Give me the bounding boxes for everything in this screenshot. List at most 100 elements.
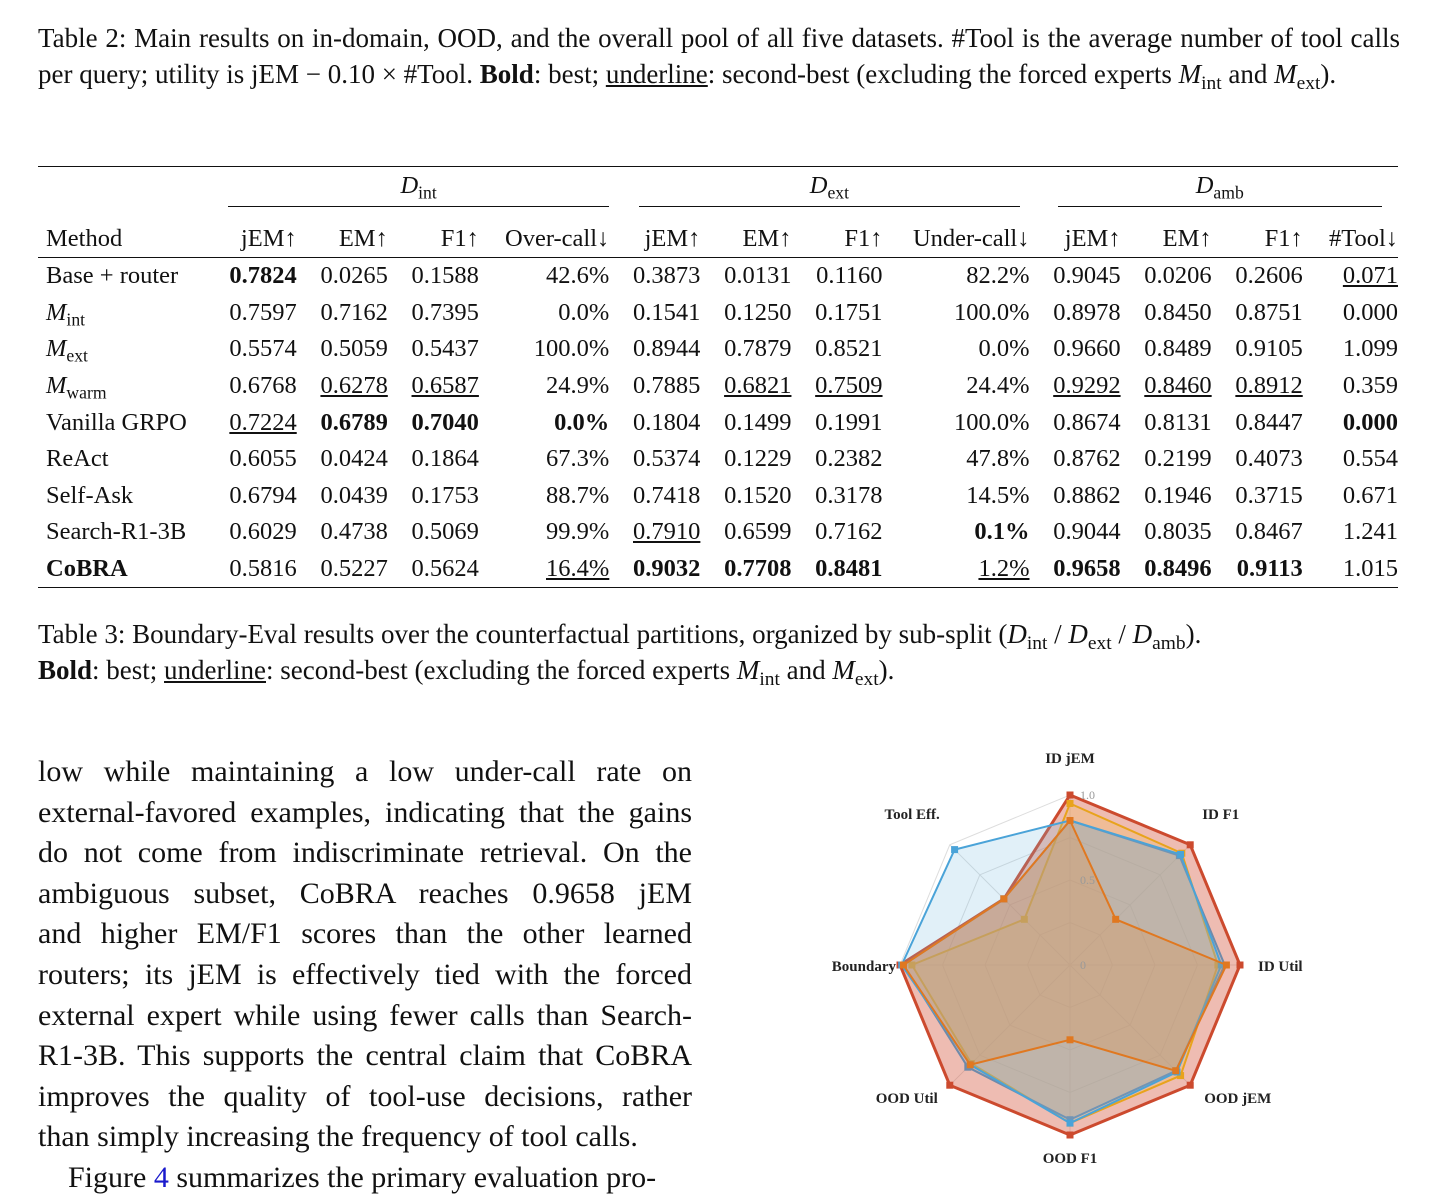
method-cell: Search-R1-3B: [46, 518, 187, 546]
radar-point: [908, 961, 916, 969]
value-cell: 1.099: [1342, 335, 1398, 363]
value-cell: 0.6029: [229, 518, 297, 546]
column-header: EM↑: [700, 211, 792, 258]
paragraph-line: external-favored examples, indicating th…: [38, 795, 692, 829]
table-row: Mwarm 0.6768 0.6278 0.6587 24.9% 0.7885 0.6821…: [38, 368, 1398, 405]
value-cell: 0.8496: [1144, 555, 1212, 583]
radar-axis-label: ID jEM: [1045, 751, 1095, 767]
value-cell: 0.7879: [724, 335, 792, 363]
value-cell: 0.5574: [229, 335, 297, 363]
radar-point: [1177, 850, 1185, 858]
value-cell: 0.8862: [1053, 481, 1121, 509]
value-cell: 0.8481: [815, 555, 883, 583]
paragraph-line: external expert while using fewer calls …: [38, 998, 692, 1032]
table-row: Mext 0.5574 0.5059 0.5437 100.0% 0.8944 0.7879…: [38, 331, 1398, 368]
value-cell: 0.554: [1342, 445, 1398, 473]
radar-point: [1066, 800, 1074, 807]
value-cell: 0.6599: [724, 518, 792, 546]
radar-axis-label: ID Util: [1258, 959, 1303, 975]
value-cell: 0.0439: [320, 481, 388, 509]
group-d-ext: Dext: [609, 167, 1029, 211]
value-cell: 0.5624: [411, 555, 479, 583]
value-cell: 0.9660: [1053, 335, 1121, 363]
value-cell: 1.241: [1342, 518, 1398, 546]
value-cell: 0.7395: [411, 298, 479, 326]
value-cell: 99.9%: [546, 518, 610, 546]
value-cell: 0.5816: [229, 555, 297, 583]
radar-spoke: [1069, 844, 1191, 966]
column-header: Under-call↓: [882, 211, 1030, 258]
value-cell: 0.7418: [633, 481, 701, 509]
value-cell: 1.2%: [978, 555, 1030, 583]
value-cell: 0.1229: [724, 445, 792, 473]
paragraph-line: and higher EM/F1 scores than the other l…: [38, 917, 692, 951]
value-cell: 14.5%: [966, 481, 1030, 509]
value-cell: 0.8912: [1235, 372, 1303, 400]
figure-ref-link[interactable]: 4: [153, 1160, 169, 1194]
radar-point: [966, 1061, 974, 1069]
results-table: Dint Dext Damb Method jEM↑ EM↑ F1↑ Over-call…: [38, 166, 1398, 589]
paragraph-line: than simply increasing the frequency of …: [38, 1120, 638, 1154]
value-cell: 0.1991: [815, 408, 883, 436]
method-cell: Mint: [46, 298, 86, 330]
value-cell: 0.8131: [1144, 408, 1212, 436]
group-d-int: Dint: [214, 167, 610, 211]
radar-point: [1236, 961, 1244, 969]
table-row: Self-Ask 0.6794 0.0439 0.1753 88.7% 0.7418 0.1…: [38, 478, 1398, 515]
value-cell: 82.2%: [966, 262, 1030, 290]
value-cell: 0.8460: [1144, 372, 1212, 400]
paragraph-line: low while maintaining a low under-call r…: [38, 755, 692, 788]
value-cell: 0.671: [1342, 481, 1398, 509]
value-cell: 0.7708: [724, 555, 792, 583]
value-cell: 0.8447: [1235, 408, 1303, 436]
value-cell: 100.0%: [953, 298, 1030, 326]
radar-tick-label: 0.5: [1080, 873, 1095, 887]
method-cell: Mwarm: [46, 372, 107, 403]
radar-point: [1186, 1081, 1194, 1089]
value-cell: 0.1753: [411, 481, 479, 509]
value-cell: 67.3%: [546, 445, 610, 473]
value-cell: 0.4073: [1235, 445, 1303, 473]
value-cell: 0.1541: [633, 298, 701, 326]
column-header: F1↑: [791, 211, 883, 258]
value-cell: 0.5227: [320, 555, 388, 583]
value-cell: 0.8489: [1144, 335, 1212, 363]
table3-caption: Table 3: Boundary-Eval results over the …: [38, 619, 1202, 690]
value-cell: 0.9105: [1235, 335, 1303, 363]
radar-axis-label: OOD Util: [876, 1091, 938, 1107]
radar-point: [1222, 961, 1230, 969]
value-cell: 0.7824: [229, 262, 297, 290]
value-cell: 42.6%: [546, 262, 610, 290]
column-header-row: Method jEM↑ EM↑ F1↑ Over-call↓ jEM↑ EM↑ F1↑ Unde…: [38, 211, 1398, 258]
value-cell: 0.3873: [633, 262, 701, 290]
radar-point: [1066, 791, 1074, 799]
caption-label: Table 2:: [38, 23, 127, 53]
radar-point: [1177, 1072, 1185, 1080]
value-cell: 0.1588: [411, 262, 479, 290]
value-cell: 0.6821: [724, 372, 792, 400]
paragraph-line: R1-3B. This supports the central claim t…: [38, 1039, 692, 1073]
value-cell: 0.0%: [554, 408, 610, 436]
value-cell: 0.2382: [815, 445, 883, 473]
value-cell: 0.7885: [633, 372, 701, 400]
value-cell: 1.015: [1342, 555, 1398, 583]
value-cell: 0.7040: [411, 408, 479, 436]
value-cell: 0.0%: [558, 298, 610, 326]
radar-point: [1172, 1067, 1180, 1075]
value-cell: 0.6789: [320, 408, 388, 436]
value-cell: 0.6278: [320, 372, 388, 400]
value-cell: 0.8944: [633, 335, 701, 363]
radar-point: [1066, 1036, 1074, 1044]
table-row: Mint 0.7597 0.7162 0.7395 0.0% 0.1541 0.1250 0.…: [38, 295, 1398, 332]
table-row: ReAct 0.6055 0.0424 0.1864 67.3% 0.5374 0.1229…: [38, 441, 1398, 478]
radar-spoke: [949, 844, 1071, 966]
value-cell: 0.6055: [229, 445, 297, 473]
radar-point: [946, 1081, 954, 1089]
value-cell: 0.000: [1342, 408, 1398, 436]
value-cell: 0.1%: [974, 518, 1030, 546]
column-header: F1↑: [387, 211, 479, 258]
value-cell: 0.5059: [320, 335, 388, 363]
column-header: Method: [38, 211, 214, 258]
radar-chart: 0 0.5 1.0 ID jEM ID F1 ID Util OOD jEM OOD F1 OO…: [832, 751, 1303, 1167]
value-cell: 0.0424: [320, 445, 388, 473]
